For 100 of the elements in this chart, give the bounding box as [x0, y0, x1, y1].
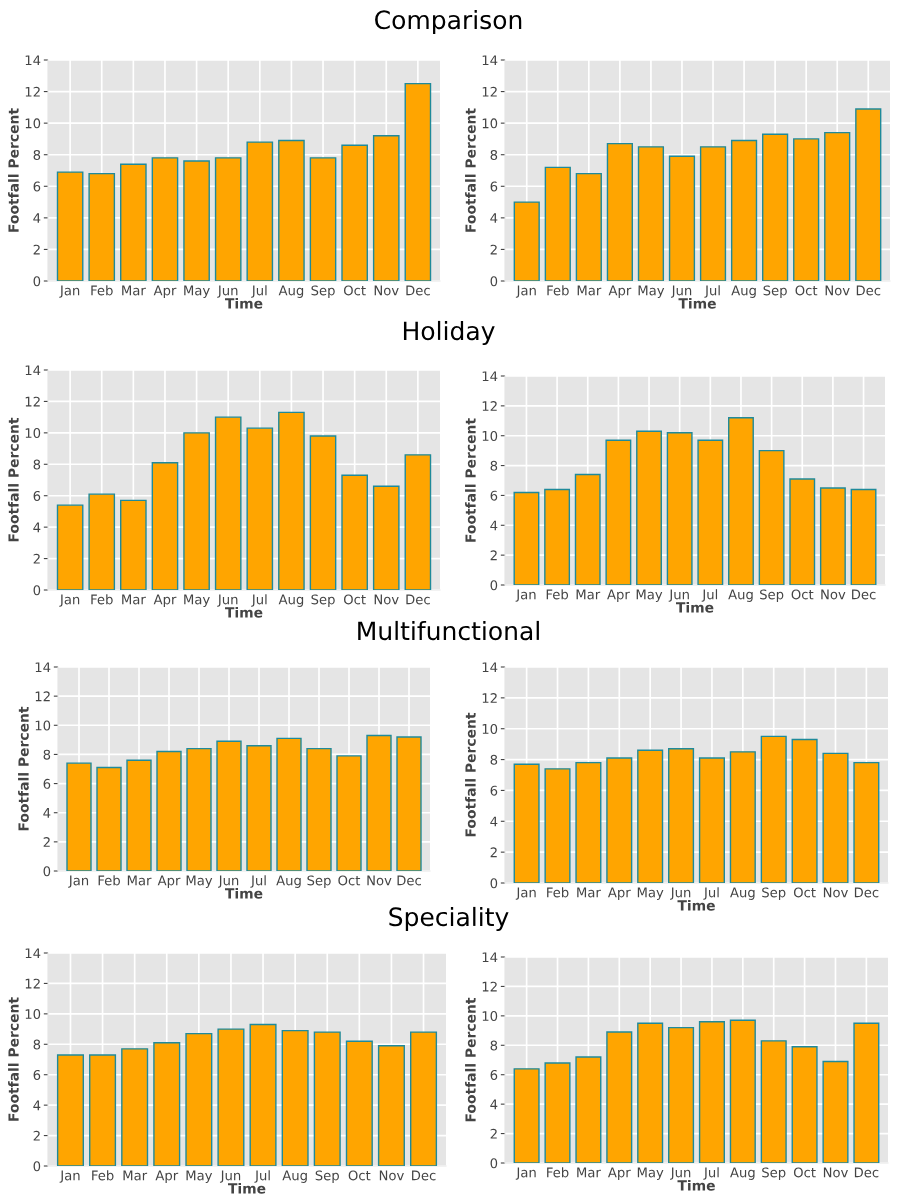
- bar: [183, 160, 210, 281]
- bar: [153, 1042, 181, 1166]
- y-tick-label: 0: [33, 276, 41, 287]
- y-tick-label: 6: [490, 490, 498, 501]
- x-tick-label: Sep: [760, 589, 784, 602]
- x-tick-label: Apr: [153, 594, 177, 607]
- x-axis-title: Time: [225, 887, 263, 899]
- x-tick-label: Mar: [127, 875, 152, 886]
- bar: [306, 747, 332, 871]
- x-tick-label: May: [637, 887, 664, 900]
- bar: [544, 488, 571, 585]
- bar: [216, 740, 242, 871]
- bar: [758, 449, 785, 585]
- bar: [574, 473, 601, 585]
- y-tick-label: 10: [482, 430, 498, 441]
- bar: [513, 491, 540, 585]
- x-axis-title: Time: [676, 601, 714, 613]
- y-tick-label: 8: [490, 754, 498, 765]
- y-tick-label: 12: [25, 396, 40, 407]
- y-tick-label: 8: [490, 460, 498, 471]
- bar: [278, 411, 305, 590]
- x-tick-label: Mar: [577, 887, 601, 898]
- bar: [513, 763, 540, 883]
- x-tick-label: Nov: [825, 285, 850, 296]
- y-tick-label: 12: [25, 978, 40, 989]
- bar: [668, 748, 695, 883]
- x-tick-label: Jul: [251, 594, 267, 607]
- x-tick-label: Jun: [219, 1170, 241, 1183]
- y-tick-label: 14: [482, 952, 498, 963]
- y-tick-label: 0: [490, 580, 498, 591]
- bar: [377, 1045, 405, 1166]
- x-tick-label: Oct: [793, 887, 816, 898]
- bar: [281, 1029, 309, 1166]
- bar: [185, 1032, 213, 1166]
- y-tick-label: 6: [33, 490, 41, 501]
- x-tick-label: Dec: [856, 285, 881, 296]
- x-tick-label: Jun: [218, 875, 239, 888]
- x-tick-label: Dec: [854, 887, 879, 898]
- x-tick-label: Nov: [374, 285, 399, 296]
- bar: [246, 744, 272, 871]
- y-tick-label: 4: [490, 1099, 498, 1110]
- y-tick-label: 8: [490, 1040, 498, 1051]
- bar: [214, 157, 242, 281]
- x-tick-label: Jun: [670, 1167, 691, 1180]
- x-tick-label: May: [184, 285, 210, 298]
- y-tick-label: 12: [482, 981, 497, 992]
- bar: [850, 488, 877, 585]
- bar: [409, 1031, 438, 1166]
- bar: [699, 146, 727, 281]
- y-tick-label: 6: [43, 778, 51, 789]
- bar: [853, 761, 880, 883]
- y-tick-label: 6: [490, 1069, 498, 1080]
- x-axis-title: Time: [225, 297, 263, 309]
- bar: [56, 504, 84, 590]
- x-tick-label: Apr: [607, 887, 631, 900]
- bar: [246, 427, 274, 590]
- bar: [372, 135, 400, 281]
- x-tick-label: May: [637, 1167, 664, 1180]
- bar: [544, 768, 571, 883]
- x-tick-label: Mar: [576, 589, 601, 600]
- x-tick-label: Jan: [515, 285, 536, 298]
- x-tick-label: Apr: [153, 285, 177, 298]
- y-tick-label: 14: [25, 55, 41, 66]
- x-tick-label: Jan: [59, 594, 80, 607]
- bar: [336, 755, 362, 871]
- x-tick-label: Nov: [821, 589, 846, 600]
- x-tick-label: Jul: [704, 285, 720, 298]
- x-tick-label: Dec: [406, 285, 430, 296]
- bar: [404, 82, 432, 281]
- y-tick-label: 0: [33, 585, 41, 596]
- y-tick-label: 2: [490, 244, 497, 255]
- chart-title: Speciality: [389, 906, 509, 932]
- bar: [668, 1026, 695, 1163]
- x-tick-label: Dec: [406, 594, 430, 605]
- y-tick-label: 8: [490, 149, 498, 160]
- x-tick-label: May: [636, 589, 663, 602]
- x-tick-label: Aug: [278, 285, 304, 298]
- y-tick-label: 8: [33, 1039, 41, 1050]
- y-tick-label: 10: [482, 118, 498, 129]
- x-tick-label: Aug: [282, 1170, 307, 1183]
- x-tick-label: Jun: [668, 589, 689, 602]
- y-tick-label: 12: [482, 401, 497, 411]
- bar: [606, 757, 633, 883]
- x-tick-label: Oct: [348, 1170, 371, 1181]
- y-tick-label: 4: [33, 213, 41, 223]
- y-tick-label: 12: [25, 86, 40, 97]
- bar: [513, 201, 540, 281]
- bar: [120, 163, 147, 281]
- x-tick-label: Aug: [730, 1167, 755, 1180]
- y-axis-title: Footfall Percent: [18, 706, 29, 831]
- bar: [96, 766, 122, 871]
- x-tick-label: Jun: [670, 285, 692, 298]
- x-tick-label: Jun: [670, 887, 691, 900]
- bar: [246, 141, 274, 281]
- bar: [544, 1062, 571, 1163]
- bar: [730, 139, 758, 281]
- y-tick-label: 12: [35, 691, 50, 702]
- x-tick-label: Oct: [343, 285, 366, 296]
- bar: [156, 750, 182, 871]
- x-tick-label: Dec: [852, 589, 876, 600]
